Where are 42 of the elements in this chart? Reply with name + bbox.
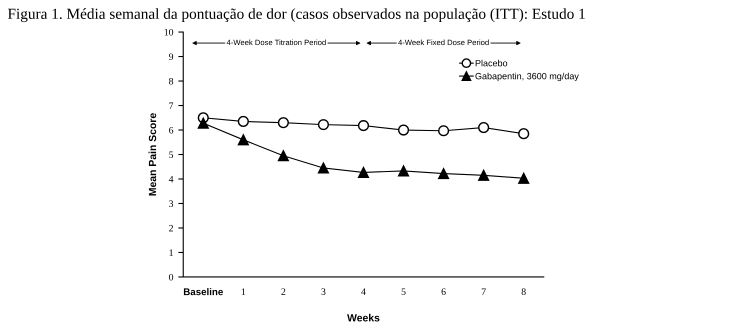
chart-title: Figura 1. Média semanal da pontuação de dor (casos observados na população (ITT): Estudo 1: [8, 8, 585, 22]
x-tick-label: 8: [522, 288, 526, 295]
y-tick-label: 8: [169, 78, 174, 84]
x-tick-label: 2: [281, 288, 286, 295]
x-tick-label: 4: [361, 288, 366, 295]
y-tick-label: 9: [168, 53, 174, 60]
point: [318, 162, 329, 174]
y-tick-label: 2: [169, 224, 173, 232]
x-tick-label: 5: [402, 288, 406, 295]
point: [238, 116, 249, 127]
point: [478, 122, 490, 134]
point: [438, 125, 450, 136]
y-tick-label: 4: [168, 176, 174, 182]
x-tick-label: Baseline: [184, 288, 223, 296]
y-tick-label: 5: [169, 152, 174, 158]
point: [358, 166, 370, 178]
point: [278, 117, 289, 128]
point: [398, 165, 410, 176]
point: [518, 172, 530, 184]
y-tick-label: 3: [169, 200, 174, 207]
point: [518, 128, 530, 140]
y-axis-title: Mean Pain Score: [148, 113, 156, 196]
point: [278, 150, 289, 162]
y-tick-label: 10: [164, 28, 174, 36]
y-tick-label: 1: [170, 249, 173, 256]
x-tick-label: 3: [321, 288, 326, 295]
point: [318, 119, 329, 130]
y-tick-label: 7: [169, 102, 174, 109]
x-tick-label: 7: [482, 288, 486, 295]
y-tick-label: 6: [169, 126, 174, 134]
point: [478, 170, 490, 181]
point: [438, 168, 450, 180]
point: [398, 124, 410, 136]
point: [238, 134, 249, 146]
x-axis-title: Weeks: [347, 314, 380, 322]
x-tick-label: 6: [442, 288, 446, 295]
point: [358, 120, 370, 132]
x-tick-label: 1: [242, 288, 246, 295]
y-tick-label: 0: [169, 274, 174, 280]
legend-label: Gabapentin, 3600 mg/day: [475, 72, 579, 82]
point: [198, 118, 209, 129]
legend-label: Placebo: [476, 60, 508, 66]
